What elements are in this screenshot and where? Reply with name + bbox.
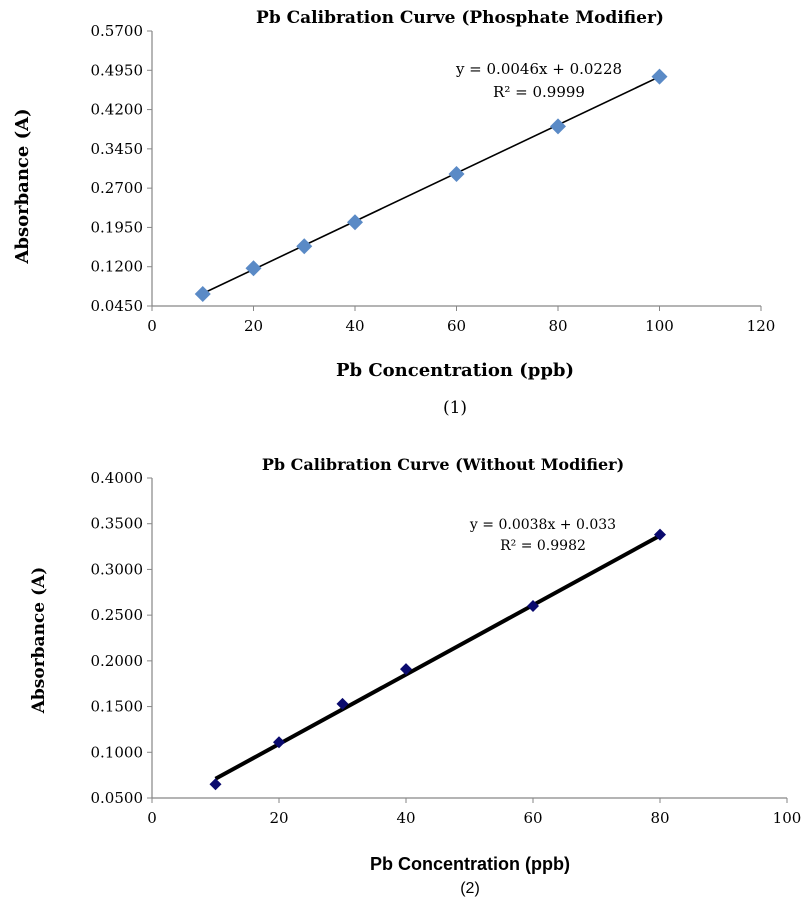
y-tick-label: 0.3000	[91, 560, 144, 578]
chart-2: Pb Calibration Curve (Without Modifier) …	[29, 455, 801, 897]
y-tick-label: 0.1500	[91, 698, 144, 716]
chart-1-x-ticks: 0 20 40 60 80 100 120	[147, 306, 775, 335]
chart-2-xlabel: Pb Concentration (ppb)	[370, 854, 570, 874]
y-tick-label: 0.2700	[91, 179, 144, 197]
chart-2-y-ticks: 0.0500 0.1000 0.1500 0.2000 0.2500 0.3000 0.35…	[91, 469, 152, 807]
y-tick-label: 0.0450	[91, 297, 144, 315]
x-tick-label: 80	[548, 317, 567, 335]
trendline	[202, 75, 660, 295]
data-point	[245, 260, 262, 277]
data-point	[400, 663, 412, 676]
chart-1-y-ticks: 0.0450 0.1200 0.1950 0.2700 0.3450 0.4200 0.49…	[91, 22, 152, 315]
chart-2-axes	[151, 478, 787, 799]
x-tick-label: 100	[645, 317, 674, 335]
x-tick-label: 40	[345, 317, 364, 335]
trendline	[214, 533, 661, 781]
x-tick-label: 20	[269, 809, 288, 827]
chart-1-points	[194, 68, 668, 302]
x-tick-label: 80	[650, 809, 669, 827]
data-point	[194, 285, 211, 302]
y-tick-label: 0.5700	[91, 22, 144, 40]
x-tick-label: 0	[147, 317, 157, 335]
chart-2-x-ticks: 0 20 40 60 80 100	[147, 798, 801, 827]
y-tick-label: 0.2500	[91, 606, 144, 624]
chart-2-ylabel: Absorbance (A)	[29, 567, 49, 715]
y-tick-label: 0.1200	[91, 258, 144, 276]
data-point	[209, 778, 222, 791]
x-tick-label: 20	[244, 317, 263, 335]
y-tick-label: 0.3500	[91, 515, 144, 533]
chart-2-points	[209, 528, 666, 791]
data-point	[448, 166, 465, 182]
chart-1-equation: y = 0.0046x + 0.0228	[455, 60, 622, 78]
y-tick-label: 0.0500	[91, 789, 144, 807]
data-point	[296, 238, 313, 255]
chart-1-xlabel: Pb Concentration (ppb)	[336, 360, 574, 381]
y-tick-label: 0.1000	[91, 743, 144, 761]
data-point	[654, 528, 666, 541]
chart-1-r2: R² = 0.9999	[493, 83, 585, 101]
y-tick-label: 0.4000	[91, 469, 144, 487]
x-tick-label: 100	[773, 809, 802, 827]
x-tick-label: 120	[747, 317, 776, 335]
data-point	[651, 68, 668, 85]
data-point	[336, 697, 349, 710]
x-tick-label: 60	[523, 809, 542, 827]
data-point	[550, 118, 566, 135]
x-tick-label: 0	[147, 809, 157, 827]
chart-2-equation: y = 0.0038x + 0.033	[469, 517, 616, 533]
chart-1-title: Pb Calibration Curve (Phosphate Modifier…	[256, 8, 664, 28]
chart-1-trendline	[202, 75, 660, 295]
y-tick-label: 0.1950	[91, 218, 144, 236]
chart-1-ylabel: Absorbance (A)	[12, 108, 33, 264]
chart-1: Pb Calibration Curve (Phosphate Modifier…	[12, 8, 775, 418]
data-point	[347, 214, 363, 231]
x-tick-label: 40	[396, 809, 415, 827]
data-point	[273, 736, 285, 749]
chart-2-caption: (2)	[460, 880, 480, 897]
data-point	[527, 600, 539, 612]
chart-1-caption: (1)	[443, 398, 467, 418]
x-tick-label: 60	[447, 317, 466, 335]
y-tick-label: 0.2000	[91, 652, 144, 670]
chart-2-title: Pb Calibration Curve (Without Modifier)	[262, 455, 624, 474]
y-tick-label: 0.4200	[91, 101, 144, 119]
chart-2-trendline	[214, 533, 661, 781]
chart-2-r2: R² = 0.9982	[500, 538, 586, 554]
y-tick-label: 0.4950	[91, 61, 144, 79]
y-tick-label: 0.3450	[91, 140, 144, 158]
